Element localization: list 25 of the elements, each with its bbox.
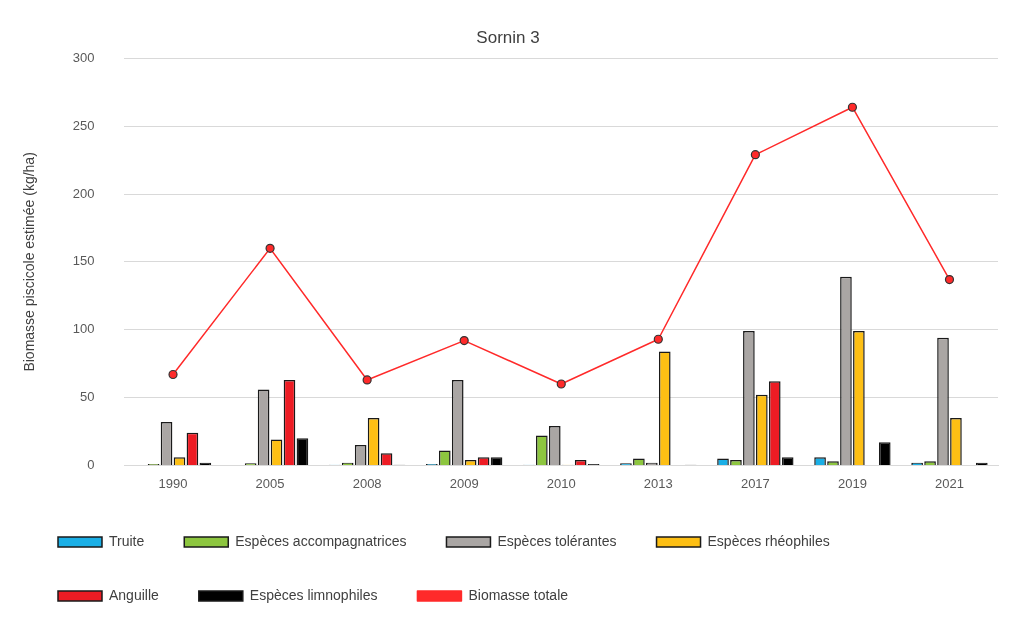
legend-label: Anguille (109, 586, 160, 603)
x-tick-label: 2009 (449, 475, 479, 491)
legend-label: Biomasse totale (468, 586, 569, 603)
y-tick-label: 150 (72, 253, 95, 269)
y-tick-label: 200 (72, 185, 95, 201)
x-tick-label: 2008 (352, 475, 382, 491)
x-tick-label: 2010 (546, 475, 576, 491)
x-tick-label: 2017 (740, 475, 770, 491)
legend-label: Espèces rhéophiles (707, 532, 830, 549)
legend-label: Espèces limnophiles (249, 586, 378, 603)
legend-label: Truite (109, 532, 145, 549)
y-tick-label: 50 (80, 389, 95, 405)
x-tick-label: 2005 (255, 475, 285, 491)
x-tick-label: 2013 (643, 475, 673, 491)
y-tick-label: 100 (72, 321, 95, 337)
y-tick-label: 300 (72, 49, 95, 65)
y-tick-label: 250 (72, 117, 95, 133)
x-tick-label: 1990 (158, 475, 188, 491)
y-axis-title: Biomasse piscicole estimée (kg/ha) (21, 152, 38, 372)
y-tick-label: 0 (87, 456, 95, 472)
x-tick-label: 2019 (837, 475, 867, 491)
chart-title: Sornin 3 (476, 27, 540, 47)
legend-label: Espèces tolérantes (497, 532, 617, 549)
legend-label: Espèces accompagnatrices (235, 532, 407, 549)
x-tick-label: 2021 (935, 475, 964, 491)
